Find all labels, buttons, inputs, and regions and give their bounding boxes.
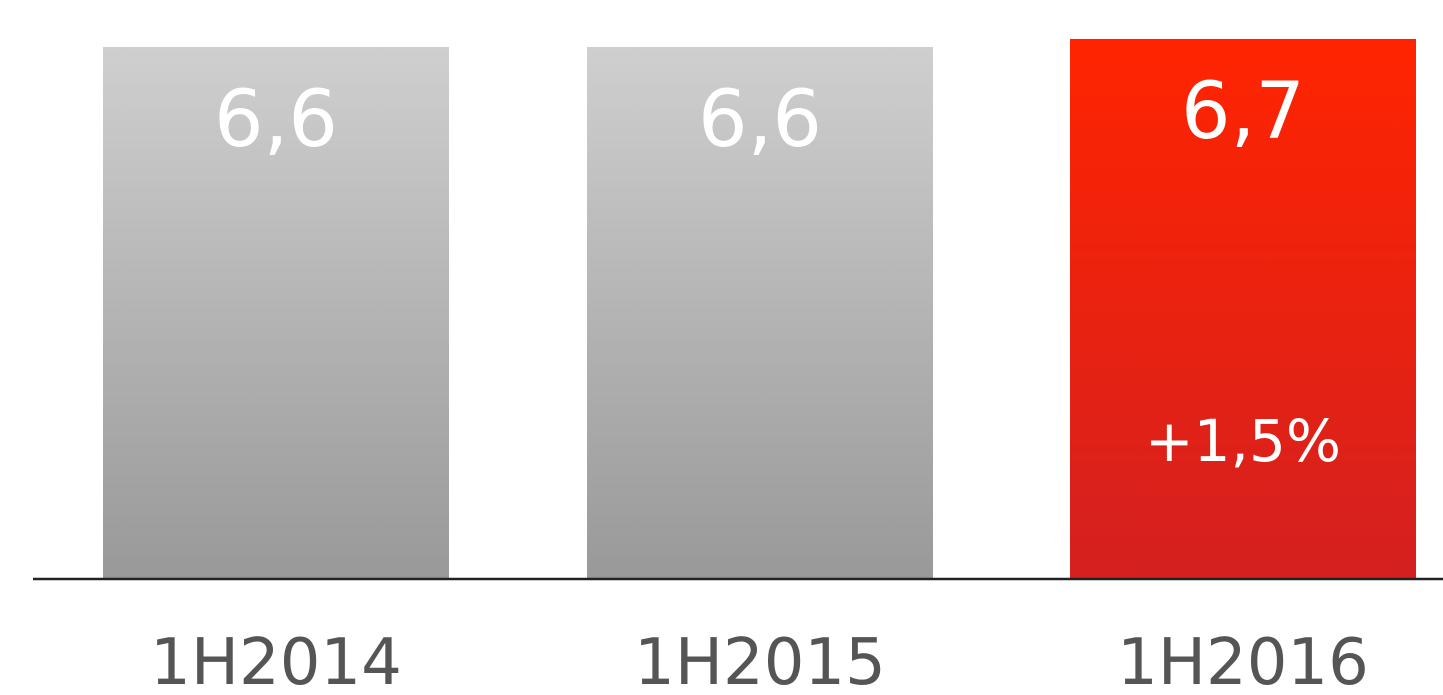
category-labels-group: 1H2014 1H2015 1H2016	[150, 626, 1369, 695]
bars-group	[103, 38, 1416, 579]
value-label-1h2014: 6,6	[214, 75, 338, 165]
growth-annotation: +1,5%	[1145, 407, 1341, 475]
bar-1h2014	[103, 47, 449, 578]
value-label-1h2016: 6,7	[1181, 67, 1305, 157]
value-label-1h2015: 6,6	[698, 75, 822, 165]
bar-1h2016	[1070, 38, 1416, 579]
category-label-1h2015: 1H2015	[634, 626, 886, 695]
value-labels-group: 6,6 6,6 6,7 +1,5%	[214, 67, 1341, 475]
bar-1h2015	[587, 47, 933, 578]
category-label-1h2014: 1H2014	[150, 626, 402, 695]
category-label-1h2016: 1H2016	[1117, 626, 1369, 695]
